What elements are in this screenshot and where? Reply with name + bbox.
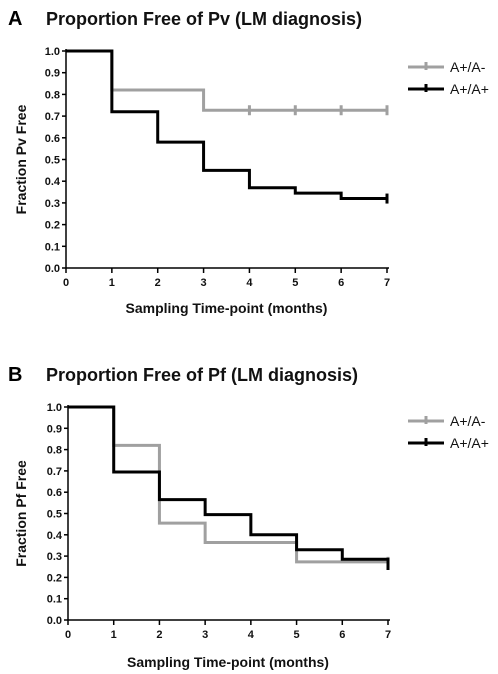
- series-line-a-a-: [66, 49, 387, 112]
- x-tick-label: 7: [385, 629, 391, 641]
- legend-label: A+/A+: [450, 435, 489, 451]
- y-tick-label: 0.7: [45, 111, 60, 123]
- x-axis-label: Sampling Time-point (months): [126, 300, 328, 316]
- legend-label: A+/A-: [450, 413, 486, 429]
- y-tick-label: 0.6: [47, 487, 62, 499]
- y-tick-label: 0.6: [45, 133, 60, 145]
- x-tick-label: 6: [338, 277, 344, 289]
- x-tick-label: 5: [292, 277, 298, 289]
- panel-letter: A: [8, 8, 22, 30]
- y-tick-label: 0.8: [47, 445, 62, 457]
- legend-label: A+/A-: [450, 59, 486, 75]
- y-tick-label: 0.0: [47, 615, 62, 627]
- y-tick-label: 0.2: [47, 572, 62, 584]
- series-line-a-a-: [66, 49, 387, 201]
- x-tick-label: 7: [384, 277, 390, 289]
- y-axis-label: Fraction Pv Free: [13, 104, 29, 214]
- x-tick-label: 3: [202, 629, 208, 641]
- series-line-a-a-: [68, 405, 390, 570]
- y-tick-label: 0.5: [47, 509, 62, 521]
- series-line-a-a-: [68, 405, 388, 564]
- chart-title: Proportion Free of Pf (LM diagnosis): [46, 365, 358, 385]
- y-tick-label: 0.4: [47, 530, 63, 542]
- x-tick-label: 4: [246, 277, 253, 289]
- x-tick-label: 2: [156, 629, 162, 641]
- x-tick-label: 5: [294, 629, 300, 641]
- y-tick-label: 1.0: [47, 402, 62, 414]
- y-tick-label: 0.2: [45, 220, 60, 232]
- y-tick-label: 0.5: [45, 155, 60, 167]
- x-tick-label: 4: [248, 629, 255, 641]
- x-tick-label: 1: [111, 629, 117, 641]
- x-tick-label: 2: [155, 277, 161, 289]
- x-tick-label: 6: [339, 629, 345, 641]
- x-tick-label: 3: [201, 277, 207, 289]
- x-axis-label: Sampling Time-point (months): [127, 654, 329, 670]
- x-tick-label: 0: [63, 277, 69, 289]
- legend-label: A+/A+: [450, 81, 489, 97]
- y-tick-label: 0.4: [45, 176, 61, 188]
- chart-panel-b: B Proportion Free of Pf (LM diagnosis) 0.0…: [8, 364, 489, 670]
- y-tick-label: 0.7: [47, 466, 62, 478]
- y-tick-label: 1.0: [45, 46, 60, 58]
- x-tick-label: 1: [109, 277, 115, 289]
- y-tick-label: 0.3: [45, 198, 60, 210]
- y-tick-label: 0.8: [45, 89, 60, 101]
- y-tick-label: 0.3: [47, 551, 62, 563]
- y-tick-label: 0.9: [45, 68, 60, 80]
- panel-letter: B: [8, 364, 22, 386]
- y-axis-label: Fraction Pf Free: [13, 460, 29, 567]
- chart-title: Proportion Free of Pv (LM diagnosis): [46, 9, 362, 29]
- chart-panel-a: A Proportion Free of Pv (LM diagnosis) 0.0…: [8, 8, 489, 316]
- x-tick-label: 0: [65, 629, 71, 641]
- y-tick-label: 0.1: [47, 594, 62, 606]
- y-tick-label: 0.1: [45, 241, 60, 253]
- y-tick-label: 0.9: [47, 423, 62, 435]
- y-tick-label: 0.0: [45, 263, 60, 275]
